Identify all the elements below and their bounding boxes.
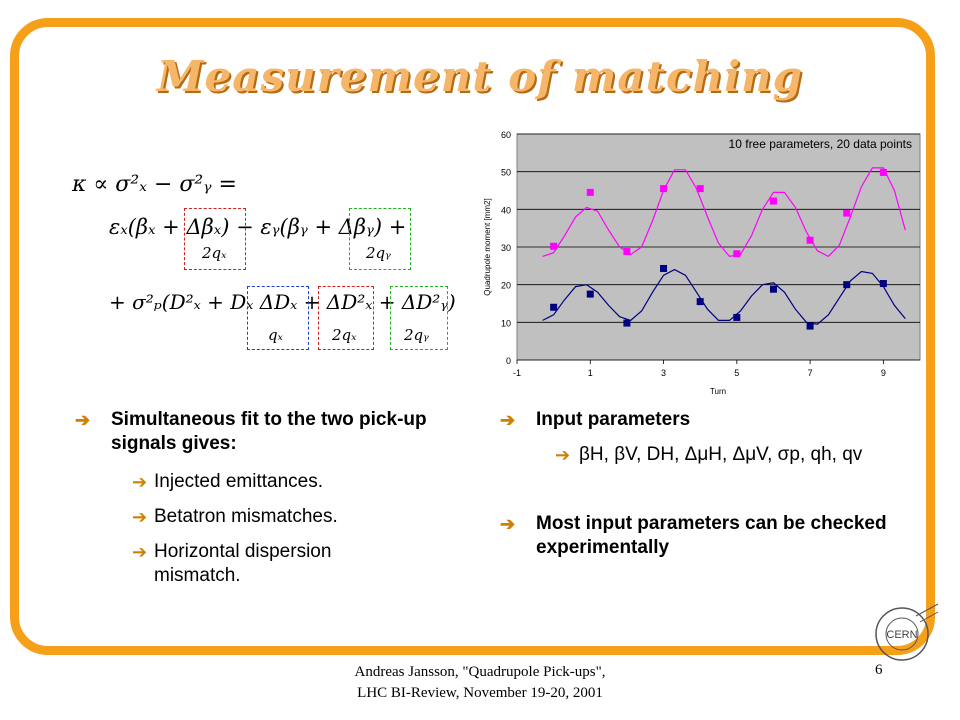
- data-point-series-1: [843, 209, 851, 217]
- right-bullet-input: ➔ Input parameters: [500, 409, 691, 430]
- equation-line-2: εₓ(βₓ + Δβₓ) − εᵧ(βᵧ + Δβᵧ) +: [109, 215, 407, 239]
- brace-label-4: 2qₓ: [332, 326, 357, 344]
- quadrupole-moment-chart: 0 10 20 30 40 50 60 -1 1 3 5 7 9 10 free parameters…: [483, 130, 921, 396]
- data-point-series-2: [623, 319, 631, 327]
- matching-equation: κ ∝ σ²ₓ − σ²ᵧ = εₓ(βₓ + Δβₓ) − εᵧ(βᵧ + Δ…: [64, 160, 464, 360]
- data-point-series-1: [660, 185, 668, 193]
- x-tick-label: 1: [588, 368, 593, 378]
- data-point-series-2: [879, 280, 887, 288]
- data-point-series-2: [769, 285, 777, 293]
- data-point-series-1: [586, 188, 594, 196]
- arrow-icon: ➔: [555, 445, 571, 465]
- arrow-icon: ➔: [500, 410, 516, 430]
- data-point-series-2: [696, 298, 704, 306]
- fit-line-series-2: [542, 268, 906, 325]
- x-tick-label: 9: [881, 368, 886, 378]
- y-axis-label: Quadrupole moment [mm2]: [483, 198, 492, 295]
- footer-line-1: Andreas Jansson, "Quadrupole Pick-ups",: [354, 664, 606, 680]
- dashed-box-delta-beta-x: [184, 208, 246, 270]
- data-point-series-1: [623, 248, 631, 256]
- fit-line-series-1: [542, 167, 906, 258]
- y-tick-labels: 0 10 20 30 40 50 60: [501, 130, 511, 366]
- x-tick-label: 5: [734, 368, 739, 378]
- left-sub-bullet-3: ➔ Horizontal dispersion mismatch.: [132, 541, 332, 586]
- right-sub-bullet-params: ➔ βH, βV, DH, ΔμH, ΔμV, σp, qh, qv: [555, 444, 863, 465]
- y-tick-label: 10: [501, 318, 511, 328]
- equation-line-1: κ ∝ σ²ₓ − σ²ᵧ =: [72, 172, 237, 197]
- dashed-box-delta-dx2: [318, 286, 374, 350]
- y-tick-label: 30: [501, 243, 511, 253]
- arrow-icon: ➔: [132, 472, 148, 492]
- dashed-box-delta-beta-y: [349, 208, 411, 270]
- x-tick-labels: -1 1 3 5 7 9: [513, 360, 886, 378]
- y-tick-label: 0: [506, 356, 511, 366]
- arrow-icon: ➔: [132, 542, 148, 562]
- footer-line-2: LHC BI-Review, November 19-20, 2001: [357, 685, 603, 701]
- data-point-series-2: [843, 281, 851, 289]
- data-point-series-1: [769, 197, 777, 205]
- right-bullet-checked: ➔ Most input parameters can be checked e…: [500, 513, 887, 558]
- data-point-series-2: [660, 264, 668, 272]
- left-bullet-main: ➔ Simultaneous fit to the two pick-up si…: [75, 409, 427, 454]
- brace-label-3: qₓ: [268, 326, 283, 344]
- arrow-icon: ➔: [500, 514, 516, 534]
- data-point-series-2: [586, 290, 594, 298]
- cern-logo: CERN: [875, 603, 939, 661]
- arrow-icon: ➔: [75, 410, 91, 430]
- chart-annotation: 10 free parameters, 20 data points: [729, 137, 912, 151]
- series-group: [542, 167, 906, 330]
- slide-frame: [10, 18, 935, 655]
- data-point-series-1: [806, 236, 814, 244]
- equation-line-3: + σ²ₚ(D²ₓ + Dₓ ΔDₓ + ΔD²ₓ + ΔD²ᵧ): [109, 290, 456, 314]
- dashed-box-delta-dx: [247, 286, 309, 350]
- left-sub-bullet-2: ➔ Betatron mismatches.: [132, 506, 338, 527]
- slide-title: Measurement of matching: [157, 52, 803, 101]
- brace-label-1: 2qₓ: [202, 244, 227, 262]
- slide-footer: Andreas Jansson, "Quadrupole Pick-ups", …: [260, 662, 700, 704]
- svg-text:CERN: CERN: [886, 629, 917, 641]
- y-tick-label: 40: [501, 205, 511, 215]
- arrow-icon: ➔: [132, 507, 148, 527]
- x-tick-label: 7: [808, 368, 813, 378]
- brace-label-5: 2qᵧ: [404, 326, 429, 344]
- brace-label-2: 2qᵧ: [366, 244, 391, 262]
- data-point-series-1: [879, 168, 887, 176]
- x-tick-label: -1: [513, 368, 521, 378]
- data-point-series-2: [550, 303, 558, 311]
- left-sub-bullet-1: ➔ Injected emittances.: [132, 471, 323, 492]
- page-number: 6: [875, 662, 883, 678]
- data-point-series-1: [696, 185, 704, 193]
- y-tick-label: 60: [501, 130, 511, 140]
- y-tick-label: 20: [501, 281, 511, 291]
- dashed-box-delta-dy2: [390, 286, 448, 350]
- x-tick-label: 3: [661, 368, 666, 378]
- data-point-series-1: [733, 250, 741, 258]
- data-point-series-2: [733, 313, 741, 321]
- y-tick-label: 50: [501, 168, 511, 178]
- data-point-series-1: [550, 242, 558, 250]
- data-point-series-2: [806, 322, 814, 330]
- x-axis-label: Turn: [710, 387, 726, 396]
